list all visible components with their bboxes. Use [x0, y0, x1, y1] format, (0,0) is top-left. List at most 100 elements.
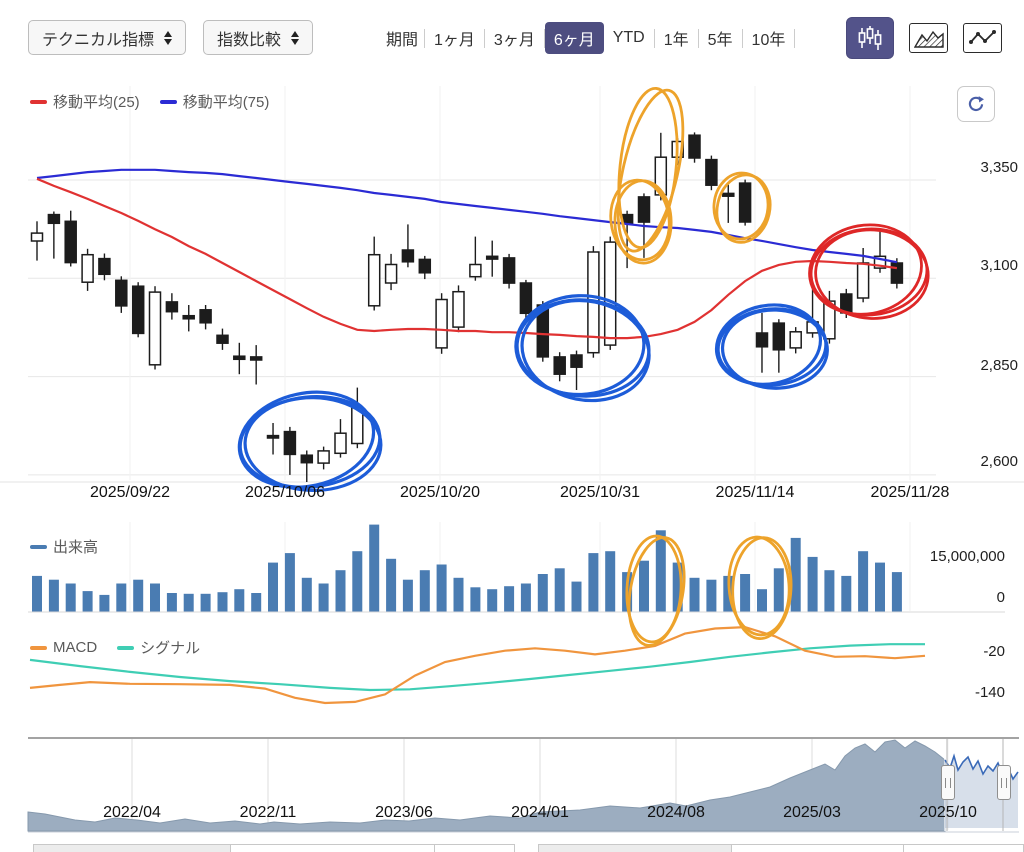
navigator-date: 2024/01 — [511, 804, 569, 821]
candle-body — [553, 356, 566, 375]
candle-body — [418, 258, 432, 274]
navigator-area[interactable] — [27, 739, 946, 832]
volume-bar — [689, 577, 700, 612]
volume-bar — [436, 564, 447, 612]
volume-dash-icon — [30, 544, 47, 549]
signal-dash-icon — [117, 645, 135, 650]
period-6m-selected[interactable]: 6ヶ月 — [544, 22, 604, 54]
volume-bar — [588, 553, 599, 612]
volume-bar — [605, 551, 616, 612]
separator — [697, 28, 699, 48]
candle-body — [384, 263, 398, 284]
navigator-date: 2025/10 — [919, 804, 977, 821]
candle-body — [98, 257, 111, 276]
volume-bar — [807, 556, 818, 612]
grip-icon — [945, 777, 951, 788]
volume-bar — [352, 551, 363, 612]
separator — [483, 28, 485, 48]
navigator-left-handle[interactable] — [941, 765, 955, 800]
volume-bar — [99, 594, 110, 612]
volume-bar — [841, 575, 852, 612]
price-tick: 3,350 — [980, 159, 1018, 176]
x-axis-date: 2025/10/20 — [399, 484, 481, 501]
candle-body — [603, 241, 617, 346]
period-5y[interactable]: 5年 — [707, 32, 733, 49]
updown-arrows-icon — [164, 30, 173, 45]
volume-bar — [537, 574, 548, 612]
toolbar-left: テクニカル指標 指数比較 — [28, 20, 314, 55]
index-compare-dropdown[interactable]: 指数比較 — [203, 20, 314, 55]
ma25-dash-icon — [30, 99, 47, 104]
candle-body — [317, 450, 330, 464]
candle-body — [334, 432, 347, 455]
chart-type-candlestick-button[interactable] — [846, 17, 894, 59]
period-1y[interactable]: 1年 — [663, 32, 689, 49]
main-chart-legend: 移動平均(25) 移動平均(75) — [30, 91, 269, 112]
candle-body — [165, 301, 179, 313]
chart-type-line-button[interactable] — [963, 23, 1002, 53]
candle-body — [755, 332, 769, 348]
period-1m[interactable]: 1ヶ月 — [434, 32, 475, 49]
volume-bar — [386, 558, 397, 612]
navigator-right-handle[interactable] — [997, 765, 1011, 800]
period-ytd[interactable]: YTD — [612, 29, 645, 46]
volume-bar — [369, 524, 380, 612]
volume-bar — [268, 562, 278, 612]
candle-body — [452, 290, 465, 328]
separator — [543, 28, 545, 48]
volume-bar — [116, 583, 127, 612]
volume-bar — [824, 570, 835, 612]
volume-bar — [419, 570, 430, 612]
macd-tick: -20 — [983, 643, 1005, 660]
volume-bar — [706, 579, 717, 612]
candle-body — [688, 134, 701, 159]
volume-bar — [402, 579, 413, 612]
candle-body — [890, 262, 904, 284]
candle-body — [519, 282, 533, 315]
volume-bar — [183, 593, 194, 612]
refresh-button[interactable] — [957, 86, 995, 122]
volume-bar — [487, 589, 498, 612]
volume-bar — [150, 583, 160, 612]
index-compare-label: 指数比較 — [217, 31, 282, 49]
ma75-label: 移動平均(75) — [182, 94, 270, 111]
period-selector: 期間 1ヶ月 3ヶ月 6ヶ月 YTD 1年 5年 10年 — [386, 22, 796, 54]
price-tick: 2,850 — [980, 357, 1018, 374]
period-3m[interactable]: 3ヶ月 — [493, 32, 535, 49]
candle-body — [789, 331, 802, 349]
candle-body — [199, 309, 212, 324]
chart-type-area-button[interactable] — [909, 23, 948, 53]
candle-body — [856, 262, 870, 299]
refresh-icon — [968, 96, 984, 112]
volume-bar — [554, 568, 565, 612]
volume-bar — [82, 591, 93, 612]
technical-indicator-dropdown[interactable]: テクニカル指標 — [28, 20, 187, 55]
x-axis-date: 2025/11/28 — [870, 484, 950, 501]
macd-tick: -140 — [974, 684, 1005, 701]
signal-label: シグナル — [140, 640, 201, 657]
navigator-date: 2024/08 — [647, 804, 705, 821]
navigator-date: 2023/06 — [375, 804, 433, 821]
ma75-dash-icon — [159, 99, 177, 104]
separator — [794, 28, 796, 48]
volume-bar — [301, 577, 312, 612]
annotation-orange-circle — [625, 534, 686, 647]
candle-body — [570, 354, 583, 368]
annotation-blue-circle — [237, 390, 383, 493]
updown-arrows-icon — [291, 30, 300, 45]
candle-body — [266, 434, 280, 439]
volume-bar — [65, 583, 76, 612]
x-axis-date: 2025/11/14 — [715, 484, 795, 501]
period-10y[interactable]: 10年 — [751, 32, 786, 49]
candle-body — [772, 322, 786, 351]
candle-body — [148, 291, 162, 366]
x-axis-date: 2025/10/06 — [244, 484, 326, 501]
volume-bar — [773, 568, 784, 612]
candle-body — [115, 279, 128, 307]
volume-bar — [32, 575, 42, 612]
volume-bar — [133, 579, 144, 612]
separator — [653, 28, 655, 48]
volume-bar — [217, 592, 228, 612]
volume-bar — [335, 570, 346, 612]
candle-body — [216, 334, 229, 344]
